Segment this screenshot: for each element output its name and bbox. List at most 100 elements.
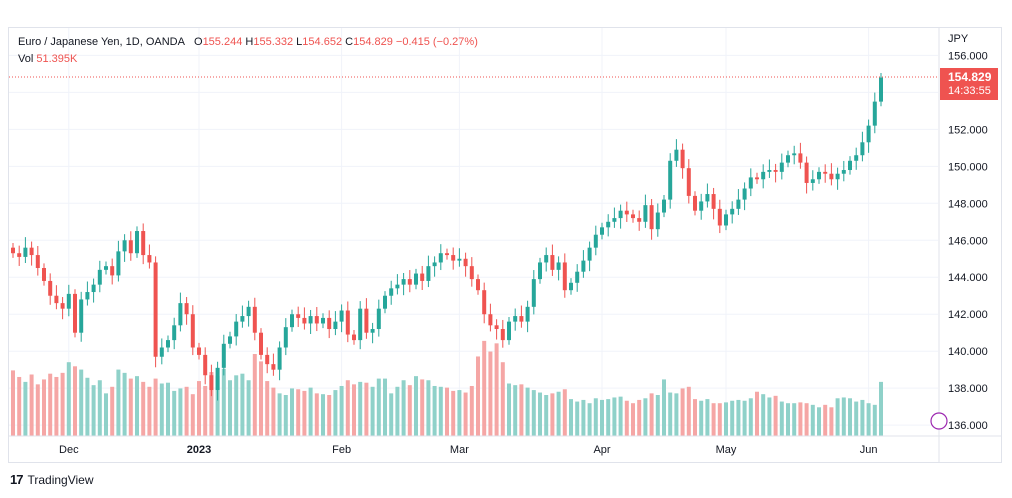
price-axis[interactable]: 136.000 138.000 140.000 142.000 144.000 146.0…: [948, 50, 988, 432]
volume-bar: [841, 397, 846, 436]
volume-label[interactable]: Vol: [18, 53, 34, 65]
volume-bar: [159, 383, 164, 436]
candle-body: [426, 266, 431, 281]
currency-label: JPY: [948, 33, 969, 45]
candle-body: [854, 155, 859, 161]
volume-bar: [525, 387, 530, 436]
volume-bar: [711, 403, 716, 436]
volume-bar: [420, 379, 425, 436]
candle-body: [17, 253, 22, 257]
symbol-title[interactable]: Euro / Japanese Yen, 1D, OANDA: [18, 36, 185, 48]
candle-body: [686, 168, 691, 196]
volume-bar: [364, 382, 369, 436]
volume-bar: [203, 385, 208, 436]
candle-body: [302, 317, 307, 324]
candle-body: [717, 208, 722, 226]
candle-body: [767, 170, 772, 172]
volume-bar: [333, 390, 338, 436]
time-tick-label: Mar: [450, 444, 469, 456]
volume-bars: [11, 340, 883, 436]
volume-bar: [116, 369, 121, 436]
bar-countdown: 14:33:55: [948, 85, 991, 97]
candle-body: [376, 308, 381, 330]
candle-body: [29, 247, 34, 256]
candle-body: [655, 212, 660, 230]
volume-bar: [835, 398, 840, 436]
volume-bar: [23, 381, 28, 436]
volume-bar: [166, 382, 170, 436]
open-label: O: [194, 36, 203, 48]
volume-bar: [476, 356, 480, 436]
candle-body: [624, 210, 629, 215]
volume-bar: [482, 340, 487, 436]
volume-bar: [519, 384, 524, 436]
volume-bar: [383, 378, 387, 436]
volume-bar: [91, 385, 96, 436]
price-tick-label: 140.000: [948, 346, 988, 358]
volume-bar: [655, 395, 660, 436]
candle-body: [761, 171, 766, 180]
candle-body: [649, 205, 654, 230]
volume-bar: [494, 343, 499, 436]
price-tick-label: 152.000: [948, 124, 988, 136]
candle-body: [147, 255, 152, 263]
volume-value: 51.395K: [36, 53, 78, 65]
volume-bar: [686, 386, 691, 436]
candle-body: [135, 231, 139, 254]
volume-bar: [395, 386, 400, 436]
candle-body: [538, 262, 542, 280]
volume-bar: [488, 351, 493, 436]
price-tick-label: 156.000: [948, 50, 988, 62]
volume-bar: [848, 398, 852, 436]
candle-body: [432, 262, 437, 267]
volume-bar: [445, 387, 449, 436]
candle-body: [631, 214, 635, 219]
candle-body: [482, 290, 487, 315]
candle-body: [742, 188, 747, 200]
event-marker-icon[interactable]: [930, 412, 948, 430]
candle-body: [786, 155, 790, 163]
volume-bar: [11, 370, 15, 436]
candle-body: [513, 316, 518, 322]
candle-body: [569, 282, 573, 291]
candle-body: [705, 194, 710, 202]
candle-body: [748, 177, 753, 189]
candle-body: [327, 317, 332, 330]
volume-bar: [637, 399, 642, 436]
close-value: 154.829: [353, 36, 393, 48]
volume-bar: [172, 390, 177, 436]
candle-body: [556, 262, 561, 270]
close-label: C: [345, 36, 354, 48]
candle-body: [668, 160, 673, 200]
candle-body: [383, 295, 387, 309]
volume-bar: [128, 378, 133, 436]
candle-body: [277, 347, 282, 370]
candle-body: [531, 279, 536, 307]
volume-bar: [97, 380, 102, 436]
candle-body: [823, 171, 828, 174]
volume-bar: [606, 399, 611, 436]
candle-body: [835, 173, 840, 180]
candle-body: [104, 266, 108, 270]
volume-bar: [308, 387, 313, 436]
volume-bar: [414, 376, 418, 436]
volume-bar: [302, 390, 307, 436]
candle-body: [575, 271, 580, 283]
price-tick-label: 150.000: [948, 161, 988, 173]
volume-bar: [773, 395, 778, 436]
volume-bar: [401, 380, 406, 436]
candle-body: [494, 325, 499, 330]
tradingview-brand[interactable]: 17 TradingView: [10, 472, 94, 487]
time-axis[interactable]: Dec 2023 Feb Mar Apr May Jun: [59, 444, 877, 456]
candle-body: [593, 234, 598, 248]
volume-bar: [358, 381, 363, 436]
volume-bar: [141, 381, 146, 436]
candle-body: [587, 247, 592, 261]
candle-body: [414, 273, 418, 285]
volume-bar: [860, 399, 865, 436]
change-value: −0.415 (−0.27%): [395, 36, 478, 48]
volume-bar: [104, 393, 108, 436]
tradingview-logo-icon: 17: [10, 472, 24, 487]
volume-bar: [767, 397, 772, 436]
